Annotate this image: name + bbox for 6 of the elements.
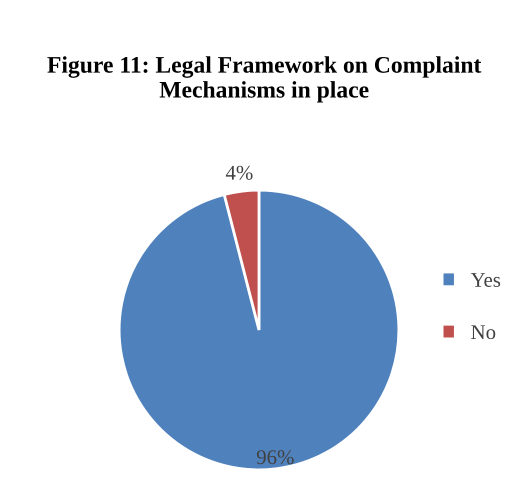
data-label: 4% [226, 166, 253, 180]
pie-slice [118, 188, 400, 472]
chart-title: Figure 11: Legal Framework on Complaint Mechanisms in place [47, 56, 482, 103]
data-label: 96% [256, 450, 294, 464]
legend-label: Yes [470, 273, 500, 287]
legend-label: No [471, 325, 496, 340]
